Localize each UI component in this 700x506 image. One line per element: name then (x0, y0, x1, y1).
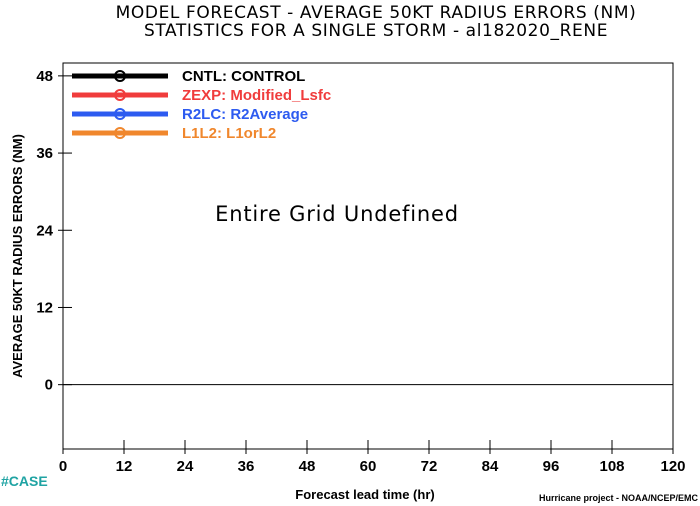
x-axis-label: Forecast lead time (hr) (295, 487, 434, 502)
legend-marker-cntl (114, 70, 126, 82)
x-tick-label: 24 (177, 458, 194, 475)
x-tick-label: 0 (59, 458, 67, 475)
legend-marker-r2lc (114, 108, 126, 120)
x-tick-label: 84 (482, 458, 499, 475)
x-tick-label: 36 (238, 458, 255, 475)
x-tick-label: 120 (660, 458, 685, 475)
x-tick-label: 60 (360, 458, 377, 475)
x-tick-label: 72 (421, 458, 438, 475)
plot-frame (62, 62, 674, 450)
y-tick-label: 0 (45, 377, 53, 394)
legend-label-l1l2: L1L2: L1orL2 (182, 125, 276, 142)
y-tick-label: 24 (36, 222, 53, 239)
y-tick-label: 36 (36, 145, 53, 162)
y-tick-label: 12 (36, 299, 53, 316)
legend-label-cntl: CNTL: CONTROL (182, 68, 305, 85)
x-ticks: 0 12 24 36 48 60 72 84 96 108 120 (59, 440, 686, 475)
chart-subtitle: STATISTICS FOR A SINGLE STORM - al182020… (144, 21, 608, 41)
credit-text: Hurricane project - NOAA/NCEP/EMC (539, 493, 699, 503)
x-tick-label: 48 (299, 458, 316, 475)
chart-title: MODEL FORECAST - AVERAGE 50KT RADIUS ERR… (116, 3, 637, 23)
legend-marker-l1l2 (114, 127, 126, 139)
x-tick-label: 96 (543, 458, 560, 475)
x-tick-label: 108 (599, 458, 624, 475)
case-label: #CASE (1, 473, 48, 489)
x-tick-label: 12 (116, 458, 133, 475)
y-ticks: 0 12 24 36 48 (36, 68, 72, 394)
y-tick-label: 48 (36, 68, 53, 85)
legend: CNTL: CONTROL ZEXP: Modified_Lsfc R2LC: R2… (72, 68, 331, 142)
legend-label-zexp: ZEXP: Modified_Lsfc (182, 87, 331, 104)
undefined-grid-annotation: Entire Grid Undefined (215, 202, 459, 226)
legend-marker-zexp (114, 89, 126, 101)
legend-label-r2lc: R2LC: R2Average (182, 106, 308, 123)
y-axis-label: AVERAGE 50KT RADIUS ERRORS (NM) (10, 134, 25, 378)
